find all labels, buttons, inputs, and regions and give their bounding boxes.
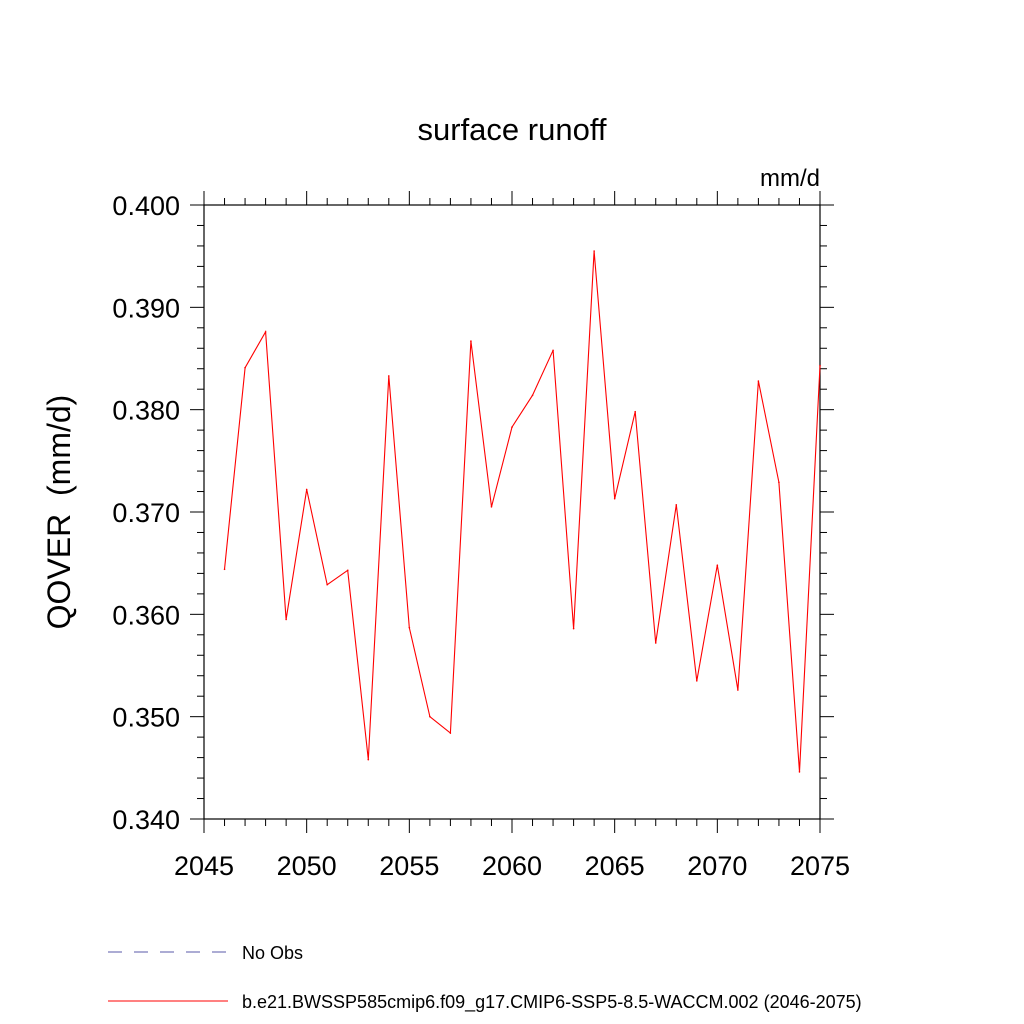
data-point — [757, 380, 760, 382]
data-point — [285, 618, 287, 621]
units-label: mm/d — [760, 165, 820, 192]
data-point — [367, 758, 370, 761]
legend: No Obs b.e21.BWSSP585cmip6.f09_g17.CMIP6-… — [108, 943, 862, 1013]
x-tick-label: 2050 — [277, 851, 337, 881]
data-point — [449, 732, 452, 734]
data-point — [223, 568, 226, 571]
data-point — [408, 626, 411, 629]
data-point — [696, 680, 698, 682]
data-point — [552, 349, 554, 352]
data-point — [798, 771, 801, 773]
x-tick-label: 2060 — [482, 851, 542, 881]
y-axis-label: QOVER (mm/d) — [41, 395, 77, 630]
x-tick-label: 2070 — [687, 851, 747, 881]
y-tick-label: 0.380 — [112, 396, 180, 426]
data-point — [326, 583, 329, 586]
data-point — [470, 340, 472, 342]
data-point — [716, 564, 719, 567]
data-point — [346, 569, 349, 572]
data-point — [634, 410, 636, 413]
data-point — [675, 504, 678, 506]
data-point — [572, 627, 575, 630]
data-point — [511, 426, 513, 428]
data-point — [654, 642, 657, 644]
chart-title: surface runoff — [418, 112, 607, 147]
data-point — [613, 497, 616, 500]
y-tick-label: 0.340 — [112, 805, 180, 835]
x-tick-label: 2065 — [585, 851, 645, 881]
data-point — [490, 506, 493, 508]
plot-frame — [203, 204, 821, 820]
y-tick-label: 0.370 — [112, 498, 180, 528]
data-point — [531, 394, 534, 397]
data-point — [244, 366, 246, 369]
x-tick-label: 2075 — [790, 851, 850, 881]
plot-area: 2045 2050 2055 2060 2065 2070 2075 0.340 0.350 0.… — [112, 191, 850, 881]
x-tick-label: 2045 — [174, 851, 234, 881]
legend-label-no-obs: No Obs — [242, 943, 303, 963]
y-tick-label: 0.390 — [112, 293, 180, 323]
data-point — [593, 250, 595, 252]
data-point — [778, 481, 780, 484]
data-point — [819, 364, 821, 367]
data-point — [305, 488, 308, 491]
data-point — [388, 375, 390, 377]
data-point — [264, 331, 267, 333]
y-tick-label: 0.350 — [112, 703, 180, 733]
y-tick-label: 0.360 — [112, 600, 180, 630]
series-line — [223, 251, 821, 772]
data-point — [429, 715, 431, 718]
legend-label-series: b.e21.BWSSP585cmip6.f09_g17.CMIP6-SSP5-8… — [242, 992, 862, 1013]
x-tick-label: 2055 — [379, 851, 439, 881]
y-tick-label: 0.400 — [112, 191, 180, 221]
data-point — [737, 689, 739, 691]
